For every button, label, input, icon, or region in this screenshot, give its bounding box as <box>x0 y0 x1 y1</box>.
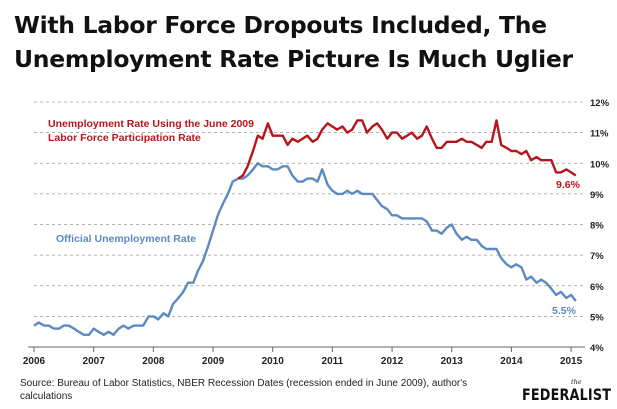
x-tick-label: 2012 <box>381 356 404 367</box>
x-tick-label: 2010 <box>262 356 285 367</box>
adjusted-series-label-line2: Labor Force Participation Rate <box>48 132 201 144</box>
y-tick-label: 4% <box>590 343 604 354</box>
x-tick-label: 2006 <box>23 356 46 367</box>
adjusted-unemployment-line <box>237 119 577 180</box>
y-axis-tick-labels: 4% 5% 6% 7% 8% 9% 10% 11% 12% <box>590 98 610 354</box>
official-end-value-label: 5.5% <box>552 305 577 317</box>
y-tick-label: 11% <box>590 129 609 140</box>
y-tick-label: 6% <box>590 282 604 293</box>
logo-wordmark: FEDERALIST <box>522 385 612 404</box>
y-tick-label: 8% <box>590 221 604 232</box>
x-tick-label: 2015 <box>560 356 583 367</box>
chart-title: With Labor Force Dropouts Included, The … <box>14 11 573 73</box>
official-series-label: Official Unemployment Rate <box>56 233 196 245</box>
x-tick-label: 2009 <box>202 356 225 367</box>
y-tick-label: 10% <box>590 159 610 170</box>
logo-the-text: the <box>571 378 582 386</box>
gridlines <box>34 101 583 317</box>
y-tick-label: 5% <box>590 312 604 323</box>
x-tick-label: 2008 <box>142 356 165 367</box>
series-labels: Unemployment Rate Using the June 2009 La… <box>48 118 581 317</box>
y-tick-label: 12% <box>590 98 610 109</box>
y-tick-label: 7% <box>590 251 604 262</box>
series-lines <box>33 119 577 336</box>
x-tick-label: 2011 <box>322 356 344 367</box>
x-tick-label: 2007 <box>83 356 106 367</box>
the-federalist-logo: the FEDERALIST <box>522 378 617 408</box>
y-tick-label: 9% <box>590 190 604 201</box>
adjusted-end-value-label: 9.6% <box>556 179 581 191</box>
official-unemployment-line <box>33 162 577 336</box>
source-note: Source: Bureau of Labor Statistics, NBER… <box>20 378 468 402</box>
adjusted-series-label-line1: Unemployment Rate Using the June 2009 <box>48 118 254 130</box>
x-tick-label: 2014 <box>500 356 523 367</box>
x-tick-label: 2013 <box>441 356 464 367</box>
x-axis: 2006 2007 2008 2009 2010 2011 2012 2013 2014 2015 <box>23 346 585 367</box>
